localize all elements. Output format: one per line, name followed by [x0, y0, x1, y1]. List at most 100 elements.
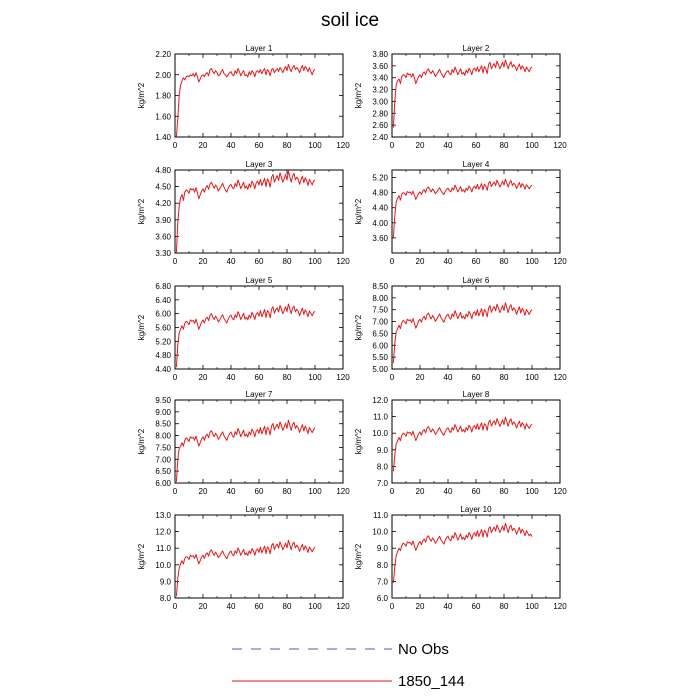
- y-tick-label: 7.50: [155, 443, 171, 452]
- y-tick-label: 7.00: [155, 455, 171, 464]
- layer-panel: Layer 1 0 20 40 60 80 100 120 1.40 1.60 1.80 2.00 2.…: [137, 44, 350, 150]
- plot-frame: [174, 514, 344, 599]
- y-tick-label: 3.80: [372, 50, 388, 59]
- legend-label: 1850_144: [398, 673, 465, 690]
- x-tick-label: 60: [472, 487, 481, 496]
- x-tick-label: 0: [173, 257, 178, 266]
- x-tick-label: 60: [472, 602, 481, 611]
- x-tick-label: 20: [199, 257, 208, 266]
- plot-frame: [174, 285, 344, 370]
- x-tick-label: 0: [173, 487, 178, 496]
- x-tick-label: 80: [500, 373, 509, 382]
- y-tick-label: 2.00: [155, 71, 171, 80]
- y-tick-label: 3.40: [372, 74, 388, 83]
- y-tick-label: 8.50: [372, 282, 388, 291]
- y-tick-label: 9.50: [155, 396, 171, 405]
- y-tick-label: 3.20: [372, 86, 388, 95]
- x-tick-label: 20: [416, 602, 425, 611]
- layer-panel: Layer 7 0 20 40 60 80 100 120 6.00 6.50 7.00 7.50 8.…: [137, 390, 350, 496]
- x-tick-label: 120: [553, 602, 567, 611]
- x-tick-label: 0: [390, 141, 395, 150]
- series-line: [392, 302, 533, 364]
- panel-title: Layer 6: [463, 276, 490, 285]
- x-tick-label: 60: [472, 373, 481, 382]
- x-tick-label: 0: [390, 602, 395, 611]
- y-tick-label: 4.00: [372, 219, 388, 228]
- legend-label: No Obs: [398, 641, 449, 658]
- y-axis-label: kg/m^2: [354, 428, 363, 454]
- y-tick-label: 4.80: [155, 166, 171, 175]
- x-tick-label: 100: [308, 602, 322, 611]
- x-tick-label: 20: [199, 373, 208, 382]
- y-axis-label: kg/m^2: [354, 82, 363, 108]
- panel-title: Layer 3: [246, 160, 273, 169]
- y-tick-label: 12.0: [155, 528, 171, 537]
- series-line: [175, 419, 316, 482]
- y-tick-label: 4.40: [372, 204, 388, 213]
- x-tick-label: 60: [255, 257, 264, 266]
- series-line: [392, 522, 533, 584]
- panel-title: Layer 1: [246, 44, 273, 53]
- y-tick-label: 3.00: [372, 97, 388, 106]
- x-tick-label: 100: [525, 257, 539, 266]
- x-tick-label: 100: [525, 487, 539, 496]
- x-tick-label: 20: [199, 141, 208, 150]
- y-tick-label: 12.0: [372, 396, 388, 405]
- layer-panel: Layer 3 0 20 40 60 80 100 120 3.30 3.60 3.90 4.20 4.…: [137, 160, 350, 266]
- series-line: [175, 170, 316, 254]
- y-tick-label: 8.0: [377, 462, 389, 471]
- y-axis-label: kg/m^2: [354, 543, 363, 569]
- x-tick-label: 120: [336, 373, 350, 382]
- y-tick-label: 6.00: [155, 310, 171, 319]
- y-tick-label: 11.0: [373, 413, 389, 422]
- x-tick-label: 40: [444, 257, 453, 266]
- x-tick-label: 0: [390, 487, 395, 496]
- y-tick-label: 3.60: [372, 234, 388, 243]
- y-tick-label: 4.50: [155, 183, 171, 192]
- y-tick-label: 10.0: [372, 528, 388, 537]
- x-tick-label: 60: [255, 602, 264, 611]
- y-tick-label: 11.0: [156, 544, 172, 553]
- y-tick-label: 2.40: [372, 133, 388, 142]
- x-tick-label: 100: [525, 373, 539, 382]
- x-tick-label: 40: [444, 487, 453, 496]
- x-tick-label: 60: [255, 487, 264, 496]
- y-tick-label: 6.80: [155, 282, 171, 291]
- x-tick-label: 80: [283, 602, 292, 611]
- y-tick-label: 5.20: [372, 174, 388, 183]
- plot-frame: [391, 514, 561, 599]
- x-tick-label: 20: [416, 257, 425, 266]
- y-tick-label: 6.50: [155, 467, 171, 476]
- y-tick-label: 2.80: [372, 109, 388, 118]
- plot-frame: [391, 285, 561, 370]
- y-tick-label: 4.80: [372, 189, 388, 198]
- x-tick-label: 80: [283, 257, 292, 266]
- x-tick-label: 0: [173, 602, 178, 611]
- x-tick-label: 40: [444, 602, 453, 611]
- y-axis-label: kg/m^2: [354, 314, 363, 340]
- y-tick-label: 9.00: [155, 408, 171, 417]
- y-axis-label: kg/m^2: [137, 198, 146, 224]
- x-tick-label: 120: [553, 487, 567, 496]
- x-tick-label: 120: [553, 257, 567, 266]
- y-axis-label: kg/m^2: [137, 314, 146, 340]
- x-tick-label: 80: [500, 257, 509, 266]
- legend: No Obs 1850_144: [232, 641, 465, 690]
- x-tick-label: 40: [227, 373, 236, 382]
- x-tick-label: 80: [283, 141, 292, 150]
- y-tick-label: 7.50: [372, 306, 388, 315]
- x-tick-label: 60: [255, 373, 264, 382]
- y-tick-label: 4.40: [155, 365, 171, 374]
- layer-panel: Layer 8 0 20 40 60 80 100 120 7.0 8.0 9.0 10.0 11.0 1…: [354, 390, 567, 496]
- chart-title: soil ice: [320, 10, 380, 31]
- y-tick-label: 5.50: [372, 353, 388, 362]
- x-tick-label: 80: [283, 373, 292, 382]
- layer-panel: Layer 10 0 20 40 60 80 100 120 6.0 7.0 8.0 9.0 10.0 1…: [354, 505, 567, 611]
- panel-title: Layer 8: [463, 390, 490, 399]
- x-tick-label: 120: [336, 487, 350, 496]
- layer-panel: Layer 4 0 20 40 60 80 100 120 3.60 4.00 4.40 4.80 5.…: [354, 160, 567, 266]
- series-line: [175, 539, 316, 597]
- y-tick-label: 4.80: [155, 351, 171, 360]
- x-tick-label: 120: [553, 141, 567, 150]
